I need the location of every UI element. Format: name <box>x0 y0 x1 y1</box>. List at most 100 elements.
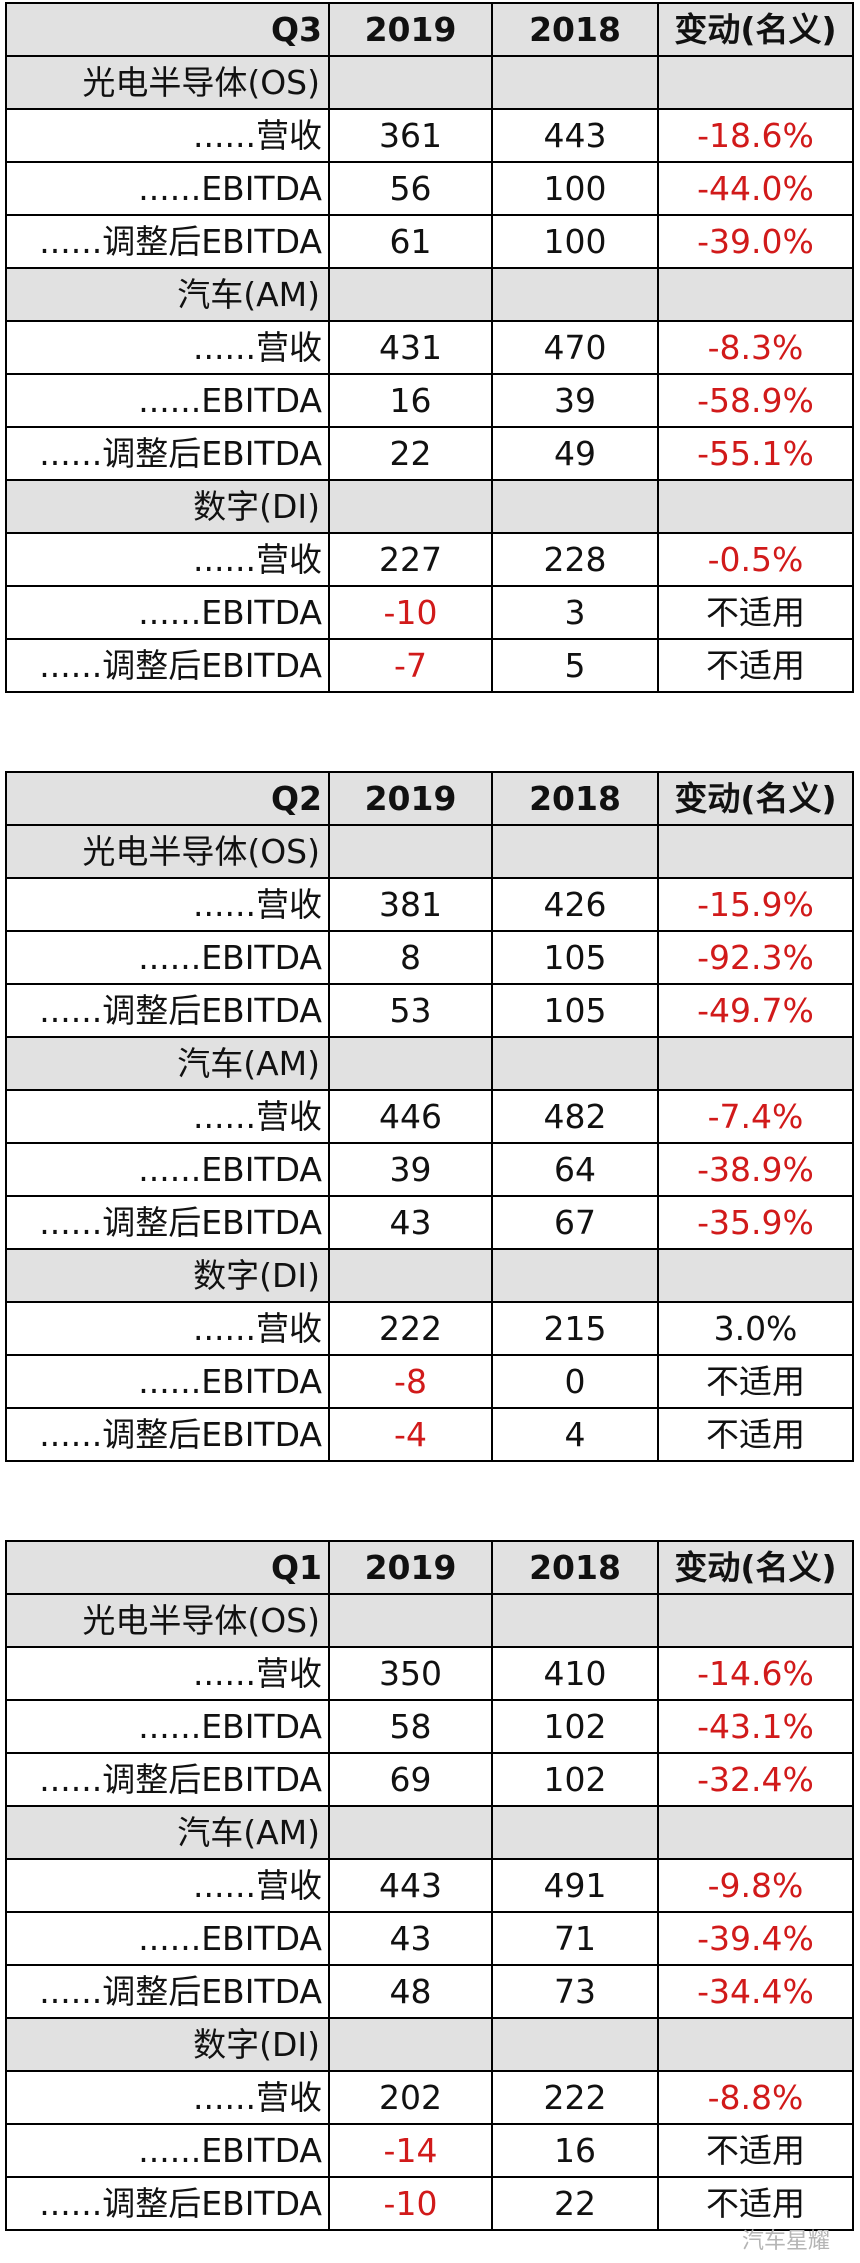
value-2019: 61 <box>328 214 493 269</box>
row-label: ......EBITDA <box>5 930 330 985</box>
table-row: ......调整后EBITDA -10 22 不适用 <box>5 2176 854 2231</box>
value-change: -43.1% <box>657 1699 854 1754</box>
table-row: ......调整后EBITDA 22 49 -55.1% <box>5 426 854 481</box>
row-label: ......营收 <box>5 1089 330 1144</box>
value-2018: 443 <box>491 108 659 163</box>
value-2019: -10 <box>328 2176 493 2231</box>
row-label: ......EBITDA <box>5 373 330 428</box>
empty-cell <box>328 824 493 879</box>
value-2019: -14 <box>328 2123 493 2178</box>
value-2018: 102 <box>491 1699 659 1754</box>
row-label: ......EBITDA <box>5 1142 330 1197</box>
value-change: 3.0% <box>657 1301 854 1356</box>
value-change: 不适用 <box>657 638 854 693</box>
value-2019: 222 <box>328 1301 493 1356</box>
row-label: ......营收 <box>5 2070 330 2125</box>
empty-cell <box>657 2017 854 2072</box>
value-2019: 58 <box>328 1699 493 1754</box>
value-2019: 53 <box>328 983 493 1038</box>
financial-table-q2: Q2 2019 2018 变动(名义) 光电半导体(OS) ......营收 381 426-… <box>5 771 854 1462</box>
table-row: ......营收 446 482 -7.4% <box>5 1089 854 1144</box>
empty-cell <box>657 1805 854 1860</box>
value-2019: 39 <box>328 1142 493 1197</box>
empty-cell <box>657 55 854 110</box>
value-2019: 69 <box>328 1752 493 1807</box>
row-label: ......EBITDA <box>5 1699 330 1754</box>
row-label: ......调整后EBITDA <box>5 214 330 269</box>
row-label: ......调整后EBITDA <box>5 638 330 693</box>
value-2018: 491 <box>491 1858 659 1913</box>
table-row: ......调整后EBITDA -7 5 不适用 <box>5 638 854 693</box>
row-label: ......调整后EBITDA <box>5 1407 330 1462</box>
empty-cell <box>328 1036 493 1091</box>
value-change: -18.6% <box>657 108 854 163</box>
value-change: -39.4% <box>657 1911 854 1966</box>
row-label: ......营收 <box>5 1646 330 1701</box>
empty-cell <box>491 1805 659 1860</box>
empty-cell <box>657 1248 854 1303</box>
financial-table-q3: Q3 2019 2018 变动(名义) 光电半导体(OS) ......营收 361 443-… <box>5 2 854 693</box>
value-2018: 410 <box>491 1646 659 1701</box>
segment-name: 汽车(AM) <box>5 1805 330 1860</box>
value-change: -0.5% <box>657 532 854 587</box>
empty-cell <box>491 2017 659 2072</box>
row-label: ......EBITDA <box>5 161 330 216</box>
segment-row: 光电半导体(OS) <box>5 55 854 110</box>
column-header-change: 变动(名义) <box>657 771 854 826</box>
row-label: ......调整后EBITDA <box>5 2176 330 2231</box>
value-2019: 22 <box>328 426 493 481</box>
value-2018: 39 <box>491 373 659 428</box>
value-2018: 64 <box>491 1142 659 1197</box>
value-2018: 0 <box>491 1354 659 1409</box>
column-header-2019: 2019 <box>328 1540 493 1595</box>
value-change: -49.7% <box>657 983 854 1038</box>
column-header-2019: 2019 <box>328 771 493 826</box>
value-2018: 222 <box>491 2070 659 2125</box>
table-row: ......营收 443 491 -9.8% <box>5 1858 854 1913</box>
empty-cell <box>491 55 659 110</box>
row-label: ......调整后EBITDA <box>5 426 330 481</box>
value-2019: 43 <box>328 1911 493 1966</box>
empty-cell <box>491 1248 659 1303</box>
value-change: -7.4% <box>657 1089 854 1144</box>
quarter-label: Q1 <box>5 1540 330 1595</box>
table-row: ......EBITDA -14 16 不适用 <box>5 2123 854 2178</box>
value-change: -8.8% <box>657 2070 854 2125</box>
segment-name: 光电半导体(OS) <box>5 824 330 879</box>
value-2018: 482 <box>491 1089 659 1144</box>
segment-row: 光电半导体(OS) <box>5 1593 854 1648</box>
value-change: -39.0% <box>657 214 854 269</box>
value-change: -38.9% <box>657 1142 854 1197</box>
value-2019: 56 <box>328 161 493 216</box>
table-row: ......调整后EBITDA 69 102 -32.4% <box>5 1752 854 1807</box>
value-2018: 73 <box>491 1964 659 2019</box>
table-row: ......EBITDA -8 0 不适用 <box>5 1354 854 1409</box>
row-label: ......营收 <box>5 877 330 932</box>
value-2019: 16 <box>328 373 493 428</box>
segment-row: 光电半导体(OS) <box>5 824 854 879</box>
row-label: ......营收 <box>5 320 330 375</box>
table-row: ......EBITDA 58 102 -43.1% <box>5 1699 854 1754</box>
table-row: ......EBITDA -10 3 不适用 <box>5 585 854 640</box>
table-row: ......营收 350 410 -14.6% <box>5 1646 854 1701</box>
value-change: -15.9% <box>657 877 854 932</box>
empty-cell <box>328 267 493 322</box>
empty-cell <box>657 1593 854 1648</box>
column-header-2018: 2018 <box>491 771 659 826</box>
row-label: ......营收 <box>5 108 330 163</box>
segment-name: 汽车(AM) <box>5 267 330 322</box>
empty-cell <box>657 479 854 534</box>
table-row: ......营收 361 443 -18.6% <box>5 108 854 163</box>
value-2018: 22 <box>491 2176 659 2231</box>
empty-cell <box>491 1593 659 1648</box>
empty-cell <box>328 479 493 534</box>
segment-row: 汽车(AM) <box>5 1805 854 1860</box>
value-2018: 49 <box>491 426 659 481</box>
header-row: Q3 2019 2018 变动(名义) <box>5 2 854 57</box>
empty-cell <box>328 55 493 110</box>
value-2019: 202 <box>328 2070 493 2125</box>
table-row: ......EBITDA 8 105 -92.3% <box>5 930 854 985</box>
empty-cell <box>657 824 854 879</box>
value-change: 不适用 <box>657 2176 854 2231</box>
column-header-2018: 2018 <box>491 1540 659 1595</box>
